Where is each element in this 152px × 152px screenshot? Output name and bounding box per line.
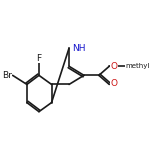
Text: F: F bbox=[36, 54, 41, 63]
Text: methyl: methyl bbox=[125, 63, 150, 69]
Text: O: O bbox=[110, 62, 117, 71]
Text: O: O bbox=[110, 79, 117, 88]
Text: Br: Br bbox=[2, 71, 12, 80]
Text: NH: NH bbox=[72, 44, 86, 53]
